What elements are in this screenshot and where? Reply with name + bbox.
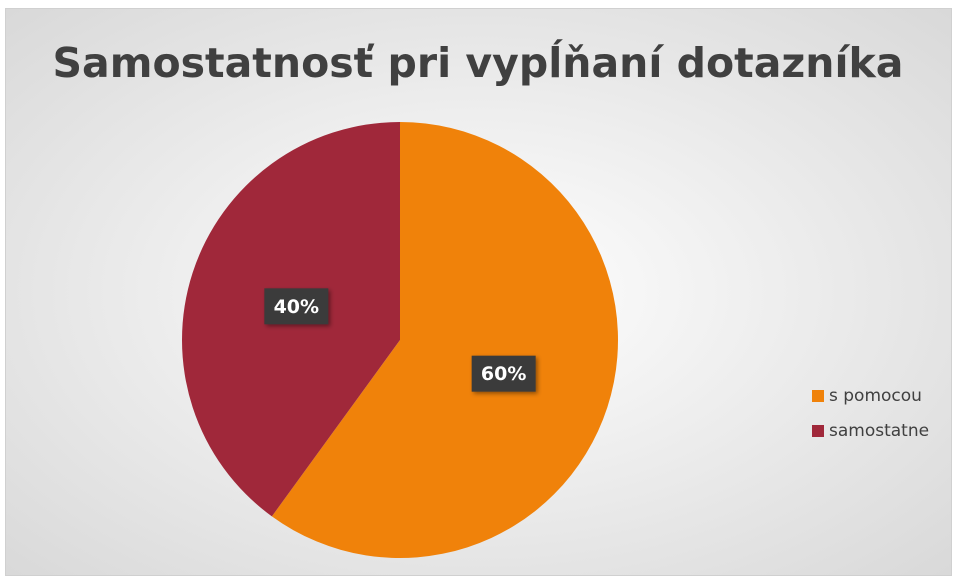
label-box bbox=[471, 355, 536, 392]
pie-slice bbox=[271, 122, 618, 558]
label-box bbox=[264, 288, 329, 325]
legend-label: s pomocou bbox=[829, 386, 922, 406]
data-label: 60% bbox=[481, 363, 526, 385]
legend-swatch bbox=[812, 425, 824, 437]
legend-swatch bbox=[812, 390, 824, 402]
chart-title: Samostatnosť pri vypĺňaní dotazníka bbox=[53, 39, 904, 87]
data-label: 40% bbox=[274, 296, 319, 318]
legend-label: samostatne bbox=[829, 421, 929, 441]
